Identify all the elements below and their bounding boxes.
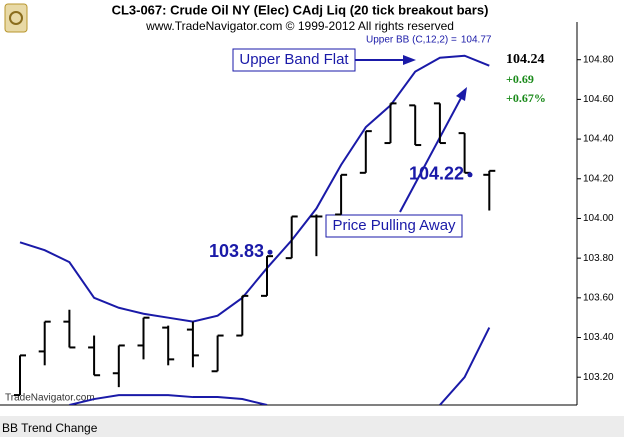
last-price: 104.24 bbox=[506, 52, 545, 67]
arrows bbox=[355, 55, 467, 213]
y-tick-label: 103.40 bbox=[583, 332, 614, 343]
annotation-box bbox=[325, 214, 463, 238]
y-tick-label: 103.20 bbox=[583, 372, 614, 383]
y-tick-label: 104.60 bbox=[583, 94, 614, 105]
change: +0.69 bbox=[506, 72, 534, 86]
footer-bar bbox=[0, 416, 624, 437]
y-tick-label: 104.40 bbox=[583, 134, 614, 145]
annotation: Upper Band Flat bbox=[239, 51, 349, 68]
y-tick-label: 104.00 bbox=[583, 213, 614, 224]
subtitle: www.TradeNavigator.com © 1999-2012 All r… bbox=[145, 19, 454, 33]
plot bbox=[14, 54, 496, 405]
chart-title: CL3-067: Crude Oil NY (Elec) CAdj Liq (2… bbox=[112, 2, 489, 17]
band-line bbox=[19, 54, 490, 323]
price-marker bbox=[267, 249, 273, 255]
annotation: Price Pulling Away bbox=[332, 217, 456, 234]
y-tick-label: 103.80 bbox=[583, 253, 614, 264]
watermark: TradeNavigator.com bbox=[5, 393, 95, 404]
logo bbox=[4, 3, 28, 33]
footer: BB Trend Change bbox=[2, 421, 98, 435]
study-label: Upper BB (C,12,2) = bbox=[366, 35, 457, 46]
y-tick-label: 104.20 bbox=[583, 173, 614, 184]
price-marker bbox=[467, 172, 473, 178]
study-value: 104.77 bbox=[461, 35, 492, 46]
y-tick-label: 103.60 bbox=[583, 292, 614, 303]
change-pct: +0.67% bbox=[506, 91, 546, 105]
y-tick-label: 104.80 bbox=[583, 54, 614, 65]
band-line bbox=[69, 327, 491, 405]
price-marker-label: 103.83 bbox=[209, 241, 264, 261]
price-marker-label: 104.22 bbox=[409, 164, 464, 184]
